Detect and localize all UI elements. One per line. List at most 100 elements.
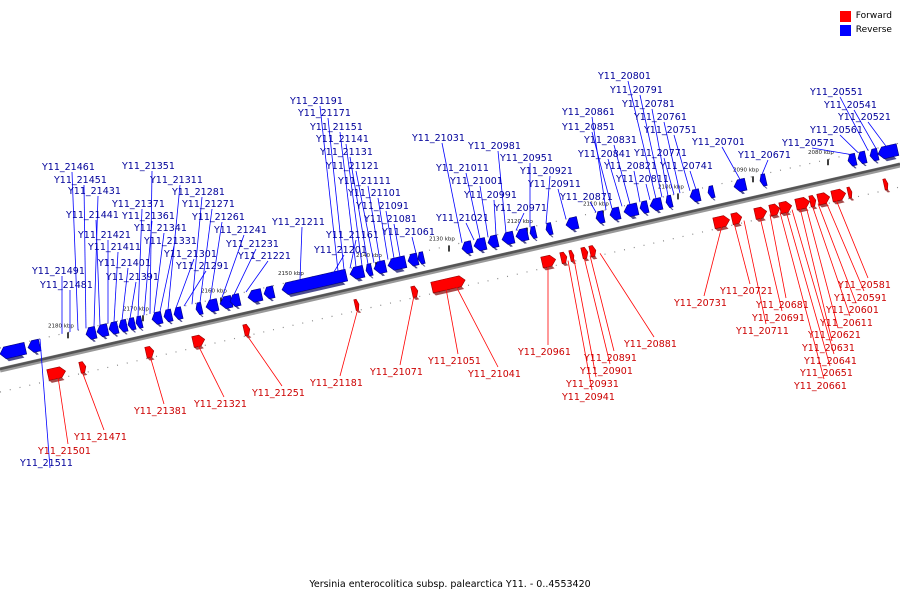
reverse-gene[interactable]: [707, 185, 716, 202]
gene-label[interactable]: Y11_20891: [583, 353, 637, 364]
reverse-gene[interactable]: [565, 216, 580, 234]
reverse-gene[interactable]: [229, 293, 242, 311]
gene-label[interactable]: Y11_20871: [559, 192, 613, 203]
gene-label[interactable]: Y11_21451: [53, 175, 107, 186]
forward-gene[interactable]: [353, 298, 362, 314]
reverse-gene[interactable]: [281, 268, 349, 298]
reverse-gene[interactable]: [501, 230, 516, 248]
gene-label[interactable]: Y11_20781: [621, 99, 675, 110]
reverse-gene[interactable]: [173, 306, 184, 323]
reverse-gene[interactable]: [515, 227, 530, 245]
gene-label[interactable]: Y11_21471: [73, 432, 127, 443]
reverse-gene[interactable]: [473, 237, 488, 255]
gene-label[interactable]: Y11_21141: [315, 134, 369, 145]
reverse-gene[interactable]: [595, 210, 606, 227]
gene-label[interactable]: Y11_21051: [427, 356, 481, 367]
gene-label[interactable]: Y11_21271: [181, 199, 235, 210]
forward-gene[interactable]: [846, 186, 855, 202]
forward-gene[interactable]: [794, 196, 812, 213]
gene-label[interactable]: Y11_20721: [719, 286, 773, 297]
gene-label[interactable]: Y11_20991: [463, 190, 517, 201]
gene-label[interactable]: Y11_20681: [755, 300, 809, 311]
gene-label[interactable]: Y11_21441: [65, 210, 119, 221]
reverse-gene[interactable]: [857, 150, 868, 167]
reverse-gene[interactable]: [869, 147, 880, 164]
gene-label[interactable]: Y11_20931: [565, 379, 619, 390]
gene-label[interactable]: Y11_20771: [633, 148, 687, 159]
forward-gene[interactable]: [882, 178, 891, 193]
gene-label[interactable]: Y11_21151: [309, 122, 363, 133]
gene-label[interactable]: Y11_20901: [579, 366, 633, 377]
gene-label[interactable]: Y11_21251: [251, 388, 305, 399]
gene-label[interactable]: Y11_20581: [837, 280, 891, 291]
gene-label[interactable]: Y11_21401: [97, 258, 151, 269]
reverse-gene[interactable]: [545, 222, 554, 238]
forward-gene[interactable]: [580, 246, 590, 262]
gene-label[interactable]: Y11_21181: [309, 378, 363, 389]
gene-label[interactable]: Y11_21341: [133, 223, 187, 234]
reverse-gene[interactable]: [247, 288, 264, 307]
gene-label[interactable]: Y11_21491: [31, 266, 85, 277]
reverse-gene[interactable]: [649, 197, 664, 214]
reverse-gene[interactable]: [689, 188, 702, 206]
gene-label[interactable]: Y11_21201: [313, 245, 367, 256]
gene-label[interactable]: Y11_21231: [225, 239, 279, 250]
gene-label[interactable]: Y11_21211: [271, 217, 325, 228]
reverse-gene[interactable]: [151, 310, 164, 328]
gene-label[interactable]: Y11_20741: [659, 161, 713, 172]
gene-label[interactable]: Y11_20661: [793, 381, 847, 392]
forward-gene[interactable]: [830, 188, 848, 205]
gene-label[interactable]: Y11_21461: [41, 162, 95, 173]
gene-label[interactable]: Y11_20791: [609, 85, 663, 96]
gene-label[interactable]: Y11_21501: [37, 446, 91, 457]
forward-gene[interactable]: [430, 275, 467, 296]
reverse-gene[interactable]: [529, 225, 538, 242]
forward-gene[interactable]: [753, 206, 769, 222]
reverse-gene[interactable]: [108, 320, 120, 338]
gene-label[interactable]: Y11_20591: [833, 293, 887, 304]
gene-label[interactable]: Y11_20951: [499, 153, 553, 164]
gene-label[interactable]: Y11_21421: [77, 230, 131, 241]
reverse-gene[interactable]: [623, 202, 640, 221]
gene-label[interactable]: Y11_20521: [837, 112, 891, 123]
gene-label[interactable]: Y11_21081: [363, 214, 417, 225]
reverse-gene[interactable]: [163, 308, 174, 325]
reverse-gene[interactable]: [639, 200, 650, 217]
gene-label[interactable]: Y11_21021: [435, 213, 489, 224]
reverse-gene[interactable]: [877, 143, 900, 163]
reverse-gene[interactable]: [135, 315, 144, 332]
gene-label[interactable]: Y11_20651: [799, 368, 853, 379]
gene-label[interactable]: Y11_21331: [143, 236, 197, 247]
reverse-gene[interactable]: [0, 342, 28, 362]
gene-label[interactable]: Y11_20751: [643, 125, 697, 136]
gene-label[interactable]: Y11_21431: [67, 186, 121, 197]
gene-label[interactable]: Y11_20801: [597, 71, 651, 82]
gene-label[interactable]: Y11_21321: [193, 399, 247, 410]
gene-label[interactable]: Y11_21071: [369, 367, 423, 378]
reverse-gene[interactable]: [85, 325, 98, 343]
gene-label[interactable]: Y11_21091: [355, 201, 409, 212]
reverse-gene[interactable]: [487, 234, 500, 252]
gene-label[interactable]: Y11_21111: [337, 176, 391, 187]
gene-label[interactable]: Y11_20571: [781, 138, 835, 149]
reverse-gene[interactable]: [96, 323, 110, 341]
reverse-gene[interactable]: [733, 177, 748, 195]
gene-label[interactable]: Y11_20881: [623, 339, 677, 350]
gene-label[interactable]: Y11_21511: [19, 458, 73, 469]
forward-gene[interactable]: [768, 203, 782, 219]
reverse-gene[interactable]: [847, 152, 858, 169]
gene-label[interactable]: Y11_20671: [737, 150, 791, 161]
reverse-gene[interactable]: [407, 252, 420, 270]
gene-label[interactable]: Y11_20841: [577, 149, 631, 160]
gene-label[interactable]: Y11_20811: [615, 174, 669, 185]
gene-label[interactable]: Y11_20601: [825, 305, 879, 316]
reverse-gene[interactable]: [387, 255, 408, 275]
gene-label[interactable]: Y11_20551: [809, 87, 863, 98]
reverse-gene[interactable]: [263, 285, 276, 303]
forward-gene[interactable]: [540, 254, 558, 271]
reverse-gene[interactable]: [219, 295, 234, 312]
forward-gene[interactable]: [730, 212, 744, 228]
gene-label[interactable]: Y11_20911: [527, 179, 581, 190]
gene-label[interactable]: Y11_20561: [809, 125, 863, 136]
gene-label[interactable]: Y11_20851: [561, 122, 615, 133]
